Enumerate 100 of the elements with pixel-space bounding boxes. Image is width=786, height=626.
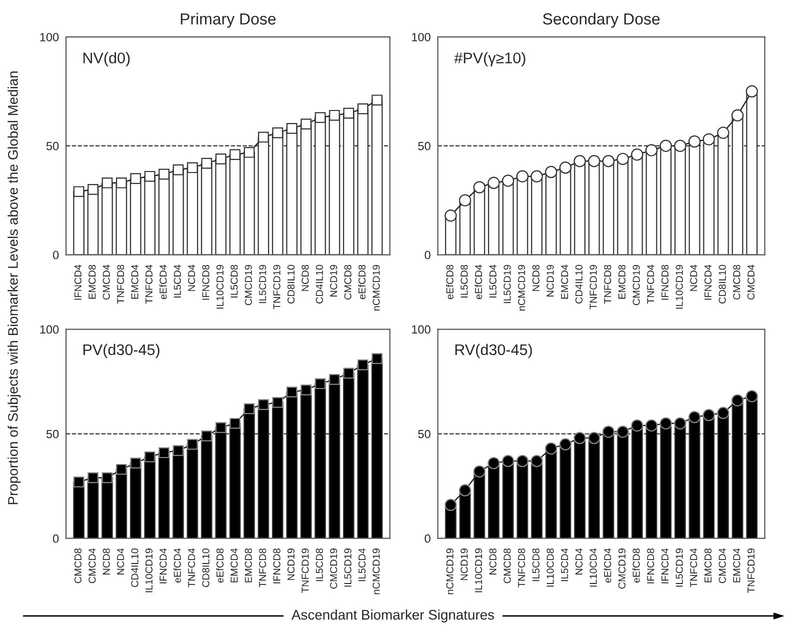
x-tick-label: CMCD4: [747, 264, 755, 300]
point: [102, 472, 113, 484]
point: [544, 166, 558, 178]
x-tick-label: IL10CD8: [546, 548, 554, 587]
x-tick-label: TNFCD8: [259, 548, 266, 588]
point: [201, 430, 212, 442]
x-tick-label: CMCD4: [102, 264, 110, 300]
x-tick-label: CMCD19: [618, 548, 626, 589]
point: [746, 85, 758, 98]
x-tick-label: EMCD8: [704, 548, 712, 582]
x-tick-label: IL10CD19: [474, 548, 482, 592]
x-tick-label: IFNCD8: [661, 264, 669, 300]
x-tick-label: IL5CD4: [174, 264, 181, 298]
point: [357, 359, 368, 370]
x-tick-label: IL5CD8: [230, 264, 238, 298]
y-tick-label: 0: [424, 250, 430, 260]
x-tick-label: IFNCD4: [74, 264, 82, 300]
x-tick-label: IL5CD4: [358, 548, 366, 582]
y-tick-label: 100: [40, 32, 59, 42]
point: [530, 170, 543, 182]
x-tick-label: NCD4: [575, 548, 582, 574]
x-tick-label: EMCD4: [131, 264, 138, 299]
point: [645, 144, 658, 156]
point: [473, 181, 486, 194]
point: [616, 152, 629, 166]
point: [215, 154, 226, 164]
x-tick-label: TNFCD19: [590, 264, 597, 310]
x-tick-label: NCD19: [287, 548, 295, 580]
point: [130, 173, 142, 184]
x-tick-label: CD8IL10: [287, 264, 295, 304]
point: [645, 419, 658, 432]
y-tick-label: 0: [424, 534, 430, 543]
x-tick-label: NCD4: [117, 548, 124, 574]
x-tick-label: eEfCD4: [604, 548, 612, 583]
point: [102, 177, 113, 188]
point: [516, 170, 529, 182]
x-tick-label: CMCD19: [632, 264, 640, 306]
x-tick-label: CD4IL10: [131, 548, 138, 588]
x-tick-label: CMCD4: [88, 548, 96, 584]
x-tick-label: CD8IL10: [718, 264, 726, 304]
x-tick-label: TNFCD4: [647, 264, 654, 304]
x-tick-label: NCD19: [460, 548, 468, 580]
point: [746, 390, 758, 402]
x-tick-label: IL5CD8: [532, 548, 540, 582]
x-tick-label: IL10CD19: [676, 264, 683, 309]
x-tick-label: TNFCD4: [188, 548, 196, 588]
chart-title: Primary Dose: [180, 12, 276, 28]
x-tick-label: CMCD8: [344, 264, 352, 300]
point: [674, 417, 686, 430]
point: [574, 154, 586, 168]
x-tick-label: IL10CD19: [145, 548, 153, 592]
x-tick-label: NCD19: [330, 264, 338, 296]
point: [272, 127, 284, 138]
point: [144, 170, 156, 182]
x-tick-label: CD8IL10: [202, 548, 210, 588]
point: [286, 386, 298, 398]
x-tick-label: eEfCD8: [446, 264, 454, 300]
x-tick-label: IL5CD19: [676, 548, 683, 587]
point: [731, 394, 744, 406]
chart-title: Secondary Dose: [542, 12, 660, 28]
point: [130, 458, 142, 469]
point: [372, 94, 382, 106]
point: [588, 432, 600, 444]
point: [172, 164, 184, 176]
point: [458, 194, 472, 206]
x-tick-label: IFNCD8: [202, 264, 210, 300]
point: [172, 445, 184, 456]
point: [717, 406, 730, 420]
point: [88, 472, 98, 484]
point: [674, 140, 686, 152]
x-tick-label: IFNCD8: [273, 548, 280, 584]
point: [230, 418, 240, 429]
point: [631, 148, 644, 161]
point: [343, 108, 354, 119]
x-tick-label: TNFCD4: [690, 548, 698, 588]
x-tick-label: IFNCD8: [647, 548, 654, 584]
x-tick-label: TNFCD19: [302, 548, 309, 593]
point: [516, 454, 529, 468]
point: [372, 353, 382, 364]
x-tick-label: TNFCD19: [747, 548, 755, 593]
point: [488, 176, 500, 189]
x-tick-label: TNFCD8: [117, 264, 124, 304]
x-tick-label: CMCD19: [330, 548, 338, 589]
point: [488, 456, 500, 470]
point: [314, 378, 326, 390]
x-tick-label: EMCD4: [561, 264, 568, 299]
x-tick-label: IFNCD4: [661, 548, 669, 584]
point: [215, 422, 226, 433]
point: [731, 109, 744, 122]
point: [144, 451, 156, 462]
point: [502, 174, 514, 187]
point: [702, 133, 715, 146]
x-tick-label: eEfCD4: [174, 548, 181, 583]
x-tick-label: TNFCD19: [273, 264, 280, 310]
x-tick-label: CMCD8: [733, 264, 740, 300]
x-tick-label: nCMCD19: [446, 548, 454, 594]
point: [300, 118, 312, 130]
point: [602, 154, 615, 168]
point: [329, 374, 340, 385]
y-tick-label: 50: [418, 142, 430, 150]
